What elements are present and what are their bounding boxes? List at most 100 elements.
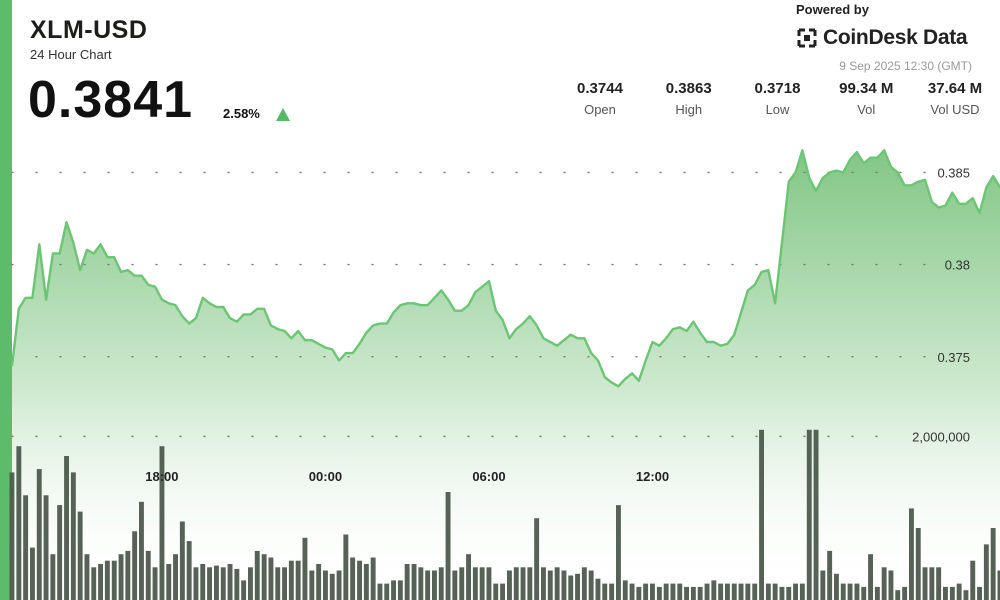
volume-bar bbox=[9, 472, 15, 600]
volume-bar bbox=[404, 564, 410, 600]
volume-bar bbox=[452, 570, 458, 600]
volume-bar bbox=[466, 554, 471, 600]
volume-bar bbox=[432, 570, 437, 600]
volume-bar bbox=[547, 570, 553, 600]
stat-label: Low bbox=[765, 102, 790, 117]
volume-bar bbox=[377, 583, 383, 600]
volume-bar bbox=[690, 586, 696, 600]
volume-bar bbox=[295, 560, 301, 600]
volume-tick-label: 2,000,000 bbox=[912, 429, 970, 444]
stat-label: Vol bbox=[857, 102, 876, 117]
volume-bar bbox=[622, 580, 628, 600]
volume-bar bbox=[288, 560, 294, 600]
volume-bar bbox=[847, 583, 853, 600]
volume-bar bbox=[329, 573, 335, 600]
volume-bar bbox=[827, 550, 833, 600]
volume-bar bbox=[643, 583, 649, 600]
volume-bar bbox=[602, 583, 608, 600]
volume-bar bbox=[220, 567, 226, 600]
volume-bar bbox=[104, 560, 110, 600]
volume-bar bbox=[384, 583, 390, 600]
volume-bar bbox=[166, 564, 172, 600]
volume-bar bbox=[275, 567, 281, 600]
stat-vol-usd: 37.64 M Vol USD bbox=[925, 80, 985, 117]
volume-bar bbox=[411, 564, 417, 600]
volume-bar bbox=[725, 583, 730, 600]
volume-bar bbox=[752, 583, 758, 600]
volume-bar bbox=[956, 583, 962, 600]
volume-bar bbox=[990, 528, 996, 600]
volume-bar bbox=[745, 583, 751, 600]
volume-bar bbox=[397, 580, 403, 600]
volume-bar bbox=[111, 560, 117, 600]
volume-bar bbox=[91, 567, 97, 600]
volume-bar bbox=[997, 570, 1000, 600]
volume-bar bbox=[493, 583, 499, 600]
volume-bar bbox=[193, 567, 199, 600]
volume-bar bbox=[234, 568, 240, 600]
volume-bar bbox=[868, 554, 873, 600]
volume-bar bbox=[459, 567, 465, 600]
volume-bar bbox=[595, 578, 601, 600]
volume-bar bbox=[50, 554, 56, 600]
volume-bar bbox=[241, 580, 247, 600]
volume-bar bbox=[677, 583, 683, 600]
volume-bar bbox=[970, 560, 976, 600]
brand-logo: CoinDesk Data bbox=[796, 24, 968, 52]
volume-bar bbox=[125, 550, 131, 600]
volume-bar bbox=[357, 560, 362, 600]
volume-bar bbox=[588, 570, 594, 600]
volume-bar bbox=[207, 567, 212, 600]
price-line bbox=[10, 149, 1000, 388]
volume-bar bbox=[186, 541, 192, 600]
volume-bar bbox=[363, 564, 369, 600]
volume-bar bbox=[132, 531, 138, 600]
volume-bar bbox=[909, 508, 914, 600]
volume-bar bbox=[806, 429, 812, 600]
volume-bar bbox=[350, 557, 356, 600]
volume-bar bbox=[282, 567, 287, 600]
volume-bar bbox=[520, 567, 526, 600]
volume-bar bbox=[881, 567, 887, 600]
coindesk-logo-icon bbox=[797, 28, 817, 48]
volume-bar bbox=[799, 583, 805, 600]
stat-value: 37.64 M bbox=[927, 80, 983, 97]
volume-bar bbox=[391, 580, 396, 600]
volume-bar bbox=[977, 586, 982, 600]
volume-bar bbox=[336, 570, 342, 600]
stat-low: 0.3718 Low bbox=[748, 80, 808, 117]
volume-bar bbox=[118, 554, 124, 600]
volume-bar bbox=[840, 583, 846, 600]
volume-bar bbox=[425, 570, 431, 600]
volume-bar bbox=[64, 456, 69, 600]
volume-bar bbox=[261, 554, 267, 600]
volume-bar bbox=[541, 567, 546, 600]
volume-bar bbox=[929, 567, 935, 600]
stat-value: 0.3718 bbox=[754, 80, 801, 97]
volume-bar bbox=[738, 583, 744, 600]
volume-bar bbox=[765, 583, 771, 600]
volume-bar bbox=[949, 586, 955, 600]
price-area bbox=[12, 150, 1000, 600]
volume-bar bbox=[656, 586, 662, 600]
accent-bar bbox=[0, 0, 12, 600]
volume-bar bbox=[568, 575, 574, 600]
stat-value: 0.3744 bbox=[577, 80, 623, 97]
volume-bar bbox=[513, 567, 519, 600]
stats-row: 0.3744 Open 0.3863 High 0.3718 Low 99.34… bbox=[570, 80, 985, 117]
volume-bar bbox=[581, 567, 587, 600]
x-tick-label: 18:00 bbox=[145, 469, 178, 484]
volume-bar bbox=[84, 554, 90, 600]
stat-high: 0.3863 High bbox=[659, 80, 719, 117]
volume-bar bbox=[616, 505, 621, 600]
volume-bar bbox=[159, 446, 165, 600]
volume-bar bbox=[793, 583, 798, 600]
x-tick-label: 06:00 bbox=[472, 469, 505, 484]
volume-bar bbox=[70, 472, 76, 600]
pair-title: XLM-USD bbox=[30, 16, 148, 44]
volume-bar bbox=[902, 586, 908, 600]
volume-bar bbox=[943, 586, 948, 600]
volume-bar bbox=[139, 501, 144, 600]
volume-bar bbox=[254, 550, 260, 600]
volume-bar bbox=[445, 492, 451, 600]
